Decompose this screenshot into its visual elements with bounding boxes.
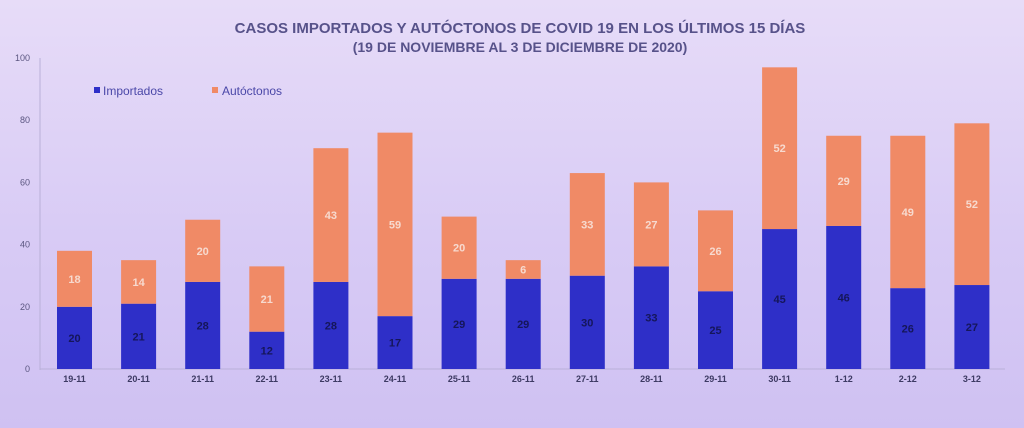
bar-autoctonos <box>762 67 798 230</box>
data-label-autoctonos: 14 <box>132 277 145 289</box>
data-label-autoctonos: 43 <box>325 210 337 222</box>
bar-autoctonos <box>377 132 413 317</box>
bar-autoctonos <box>121 260 157 304</box>
bar-autoctonos <box>569 173 605 276</box>
x-tick-label: 29-11 <box>704 374 727 384</box>
bar-importados <box>441 278 477 369</box>
data-label-autoctonos: 18 <box>68 274 80 286</box>
data-label-importados: 29 <box>453 319 465 331</box>
data-label-autoctonos: 6 <box>520 264 526 276</box>
x-tick-label: 21-11 <box>191 374 214 384</box>
data-label-importados: 27 <box>966 322 978 334</box>
data-label-importados: 46 <box>838 292 850 304</box>
x-tick-label: 28-11 <box>640 374 663 384</box>
data-label-importados: 12 <box>261 345 273 357</box>
bar-importados <box>762 229 798 369</box>
x-tick-label: 22-11 <box>256 374 279 384</box>
bar-autoctonos <box>890 135 926 289</box>
y-axis-ticks: 0 20 40 60 80 100 <box>15 53 30 374</box>
legend-label-importados: Importados <box>103 84 163 98</box>
bar-importados <box>890 288 926 369</box>
x-tick-label: 20-11 <box>127 374 150 384</box>
data-label-autoctonos: 59 <box>389 219 401 231</box>
bar-autoctonos <box>698 210 733 292</box>
data-label-importados: 30 <box>581 317 593 329</box>
bar-importados <box>57 306 92 369</box>
x-tick-label: 30-11 <box>768 374 791 384</box>
bar-importados <box>377 316 413 369</box>
x-tick-label: 24-11 <box>384 374 407 384</box>
x-tick-label: 1-12 <box>835 374 853 384</box>
x-tick-label: 27-11 <box>576 374 599 384</box>
data-label-importados: 17 <box>389 338 401 350</box>
data-label-autoctonos: 52 <box>966 199 978 211</box>
chart-title: CASOS IMPORTADOS Y AUTÓCTONOS DE COVID 1… <box>235 19 806 37</box>
data-label-autoctonos: 49 <box>902 207 914 219</box>
chart-subtitle: (19 DE NOVIEMBRE AL 3 DE DICIEMBRE DE 20… <box>353 39 688 55</box>
data-label-importados: 45 <box>773 294 785 306</box>
bar-importados <box>954 285 990 369</box>
data-label-autoctonos: 27 <box>645 219 657 231</box>
y-tick-label: 20 <box>20 302 30 312</box>
y-tick-label: 40 <box>20 240 30 250</box>
y-tick-label: 0 <box>25 364 30 374</box>
bar-importados <box>505 278 541 369</box>
y-tick-label: 100 <box>15 53 30 63</box>
bar-importados <box>185 281 221 369</box>
data-label-importados: 26 <box>902 324 914 336</box>
data-label-autoctonos: 26 <box>709 246 721 258</box>
data-label-autoctonos: 33 <box>581 219 593 231</box>
legend: Importados Autóctonos <box>94 84 282 98</box>
legend-swatch-autoctonos <box>212 87 218 93</box>
data-label-importados: 25 <box>709 325 721 337</box>
bar-autoctonos <box>57 250 92 307</box>
x-axis-ticks: 19-11 20-11 21-11 22-11 23-11 24-11 25-11 26-11… <box>63 374 981 384</box>
y-tick-label: 60 <box>20 177 30 187</box>
bar-autoctonos <box>313 148 349 282</box>
y-tick-label: 80 <box>20 115 30 125</box>
data-label-importados: 28 <box>197 320 209 332</box>
x-tick-label: 25-11 <box>448 374 471 384</box>
legend-swatch-importados <box>94 87 100 93</box>
bar-autoctonos <box>441 216 477 279</box>
bar-autoctonos <box>633 182 669 267</box>
data-label-importados: 21 <box>132 331 144 343</box>
data-label-importados: 29 <box>517 319 529 331</box>
bar-importados <box>569 275 605 369</box>
bar-autoctonos <box>826 135 862 226</box>
data-label-autoctonos: 29 <box>838 176 850 188</box>
x-tick-label: 26-11 <box>512 374 535 384</box>
data-label-autoctonos: 20 <box>453 243 465 255</box>
data-label-autoctonos: 21 <box>261 294 273 306</box>
x-tick-label: 23-11 <box>320 374 343 384</box>
bar-importados <box>249 331 285 369</box>
bar-autoctonos <box>185 219 221 282</box>
bars: 20 18 21 14 28 20 12 21 28 43 17 59 29 20 29 6 30 33 33 27 2… <box>57 67 990 369</box>
x-tick-label: 19-11 <box>63 374 86 384</box>
bar-autoctonos <box>505 260 541 279</box>
bar-importados <box>313 281 349 369</box>
bar-importados <box>121 303 157 369</box>
data-label-autoctonos: 52 <box>773 143 785 155</box>
x-tick-label: 2-12 <box>899 374 917 384</box>
data-label-importados: 33 <box>645 313 657 325</box>
bar-autoctonos <box>954 123 990 286</box>
x-tick-label: 3-12 <box>963 374 981 384</box>
legend-label-autoctonos: Autóctonos <box>222 84 282 98</box>
data-label-autoctonos: 20 <box>197 246 209 258</box>
bar-importados <box>826 225 862 369</box>
data-label-importados: 28 <box>325 320 337 332</box>
bar-autoctonos <box>249 266 285 332</box>
bar-importados <box>633 266 669 369</box>
data-label-importados: 20 <box>68 333 80 345</box>
bar-importados <box>698 291 733 369</box>
